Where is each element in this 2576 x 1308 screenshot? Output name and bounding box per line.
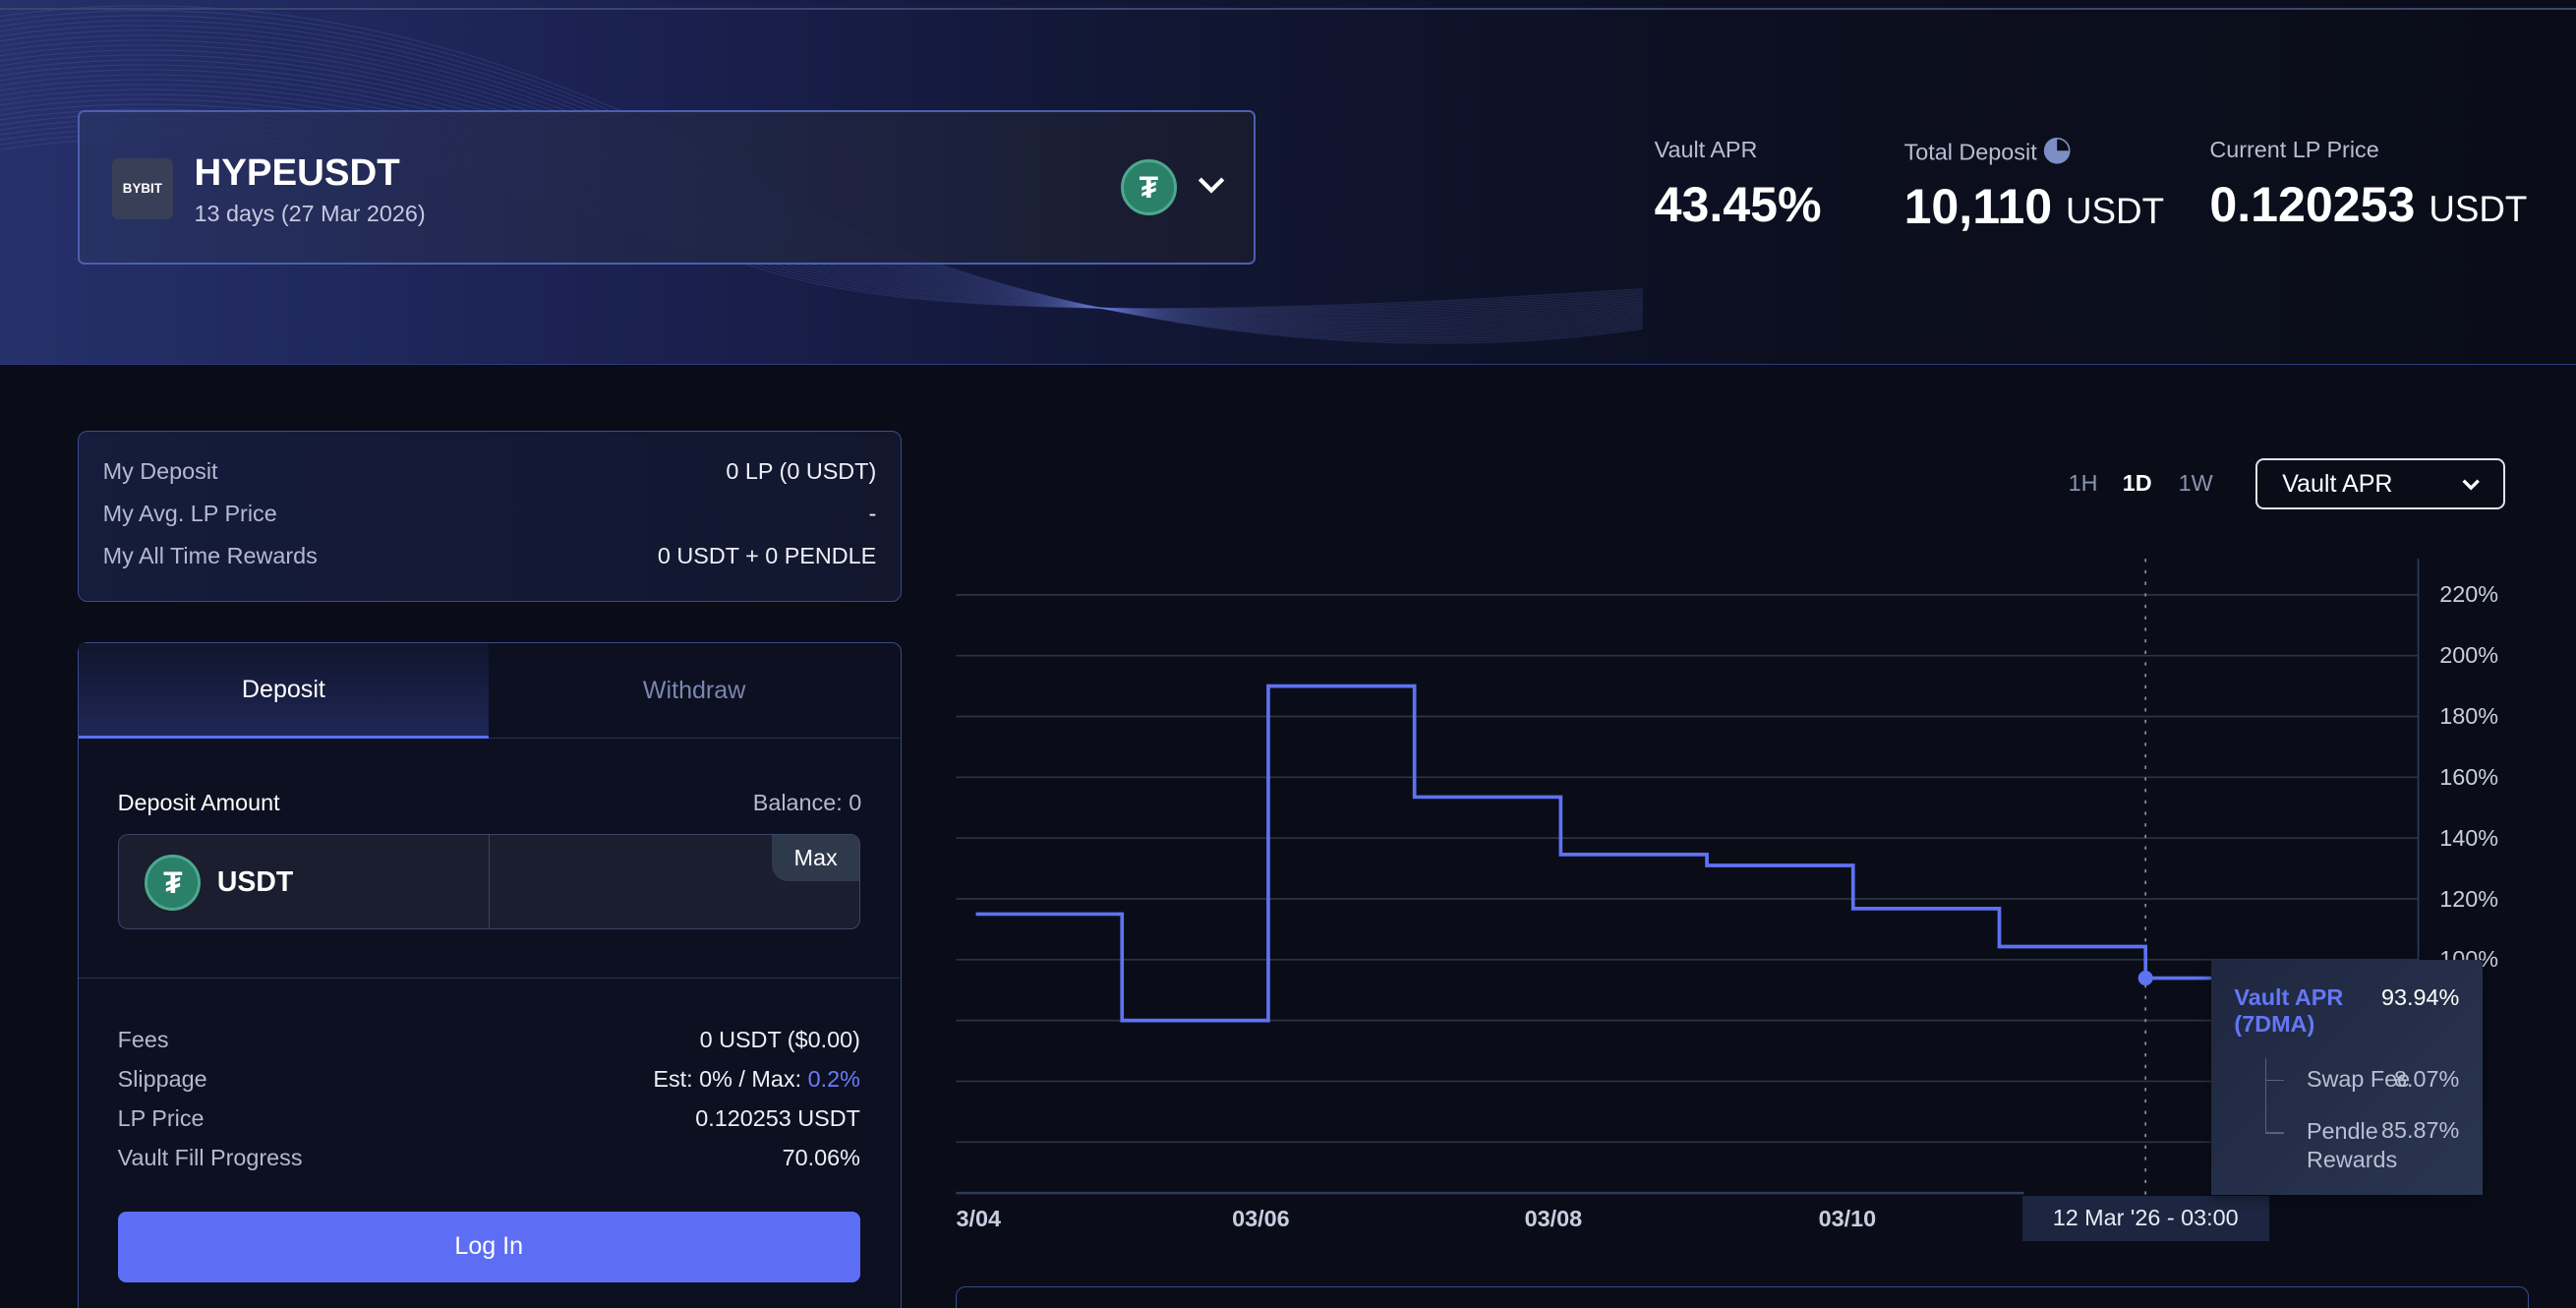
x-tick: 3/04 — [956, 1206, 1001, 1232]
tooltip-title: Vault APR (7DMA) — [2234, 983, 2344, 1037]
tab-deposit[interactable]: Deposit — [78, 643, 490, 740]
divider — [78, 977, 900, 980]
hover-point — [2137, 971, 2153, 986]
y-tick: 180% — [2439, 703, 2499, 730]
balance-label: Balance: 0 — [752, 790, 862, 816]
stat-vault-apr: Vault APR 43.45% — [1654, 136, 1822, 233]
slippage-max-link[interactable]: 0.2% — [807, 1065, 860, 1092]
tether-icon: ₮ — [145, 855, 202, 911]
y-tick: 220% — [2439, 581, 2499, 608]
pendle-rewards-value: 85.87% — [2381, 1117, 2460, 1144]
crosshair-date-label: 12 Mar '26 - 03:00 — [2021, 1196, 2269, 1241]
tree-connector — [2265, 1058, 2314, 1134]
chevron-down-icon[interactable] — [1197, 174, 1226, 197]
y-tick: 160% — [2439, 763, 2499, 790]
swap-fee-value: 8.07% — [2394, 1066, 2460, 1093]
metric-select[interactable]: Vault APR — [2255, 458, 2506, 509]
x-tick: 03/10 — [1818, 1206, 1877, 1232]
tab-withdraw[interactable]: Withdraw — [489, 643, 900, 740]
y-tick: 120% — [2439, 885, 2499, 912]
deposit-card: Deposit Withdraw Deposit Amount Balance:… — [77, 642, 903, 1308]
x-tick: 03/06 — [1232, 1206, 1290, 1232]
pair-maturity: 13 days (27 Mar 2026) — [194, 201, 426, 227]
apr-series-line — [975, 684, 2212, 1023]
token-selector[interactable]: ₮ USDT — [119, 835, 491, 929]
swap-fee-label: Swap Fee — [2306, 1066, 2411, 1093]
pair-selector[interactable]: BYBIT HYPEUSDT 13 days (27 Mar 2026) ₮ — [77, 109, 1256, 265]
fee-details: Fees 0 USDT ($0.00) Slippage Est: 0% / Max… — [117, 1026, 860, 1170]
tree-branch — [2265, 1132, 2284, 1134]
tether-icon: ₮ — [1120, 159, 1177, 216]
login-button[interactable]: Log In — [117, 1212, 860, 1283]
stat-lp-price: Current LP Price 0.120253 USDT — [2209, 136, 2528, 233]
timeframe-1d[interactable]: 1D — [2122, 469, 2152, 496]
pendle-rewards-label: Pendle Rewards — [2306, 1118, 2398, 1172]
max-button[interactable]: Max — [772, 835, 859, 881]
x-tick: 03/08 — [1524, 1206, 1583, 1232]
pair-name: HYPEUSDT — [194, 151, 400, 195]
bybit-logo: BYBIT — [111, 157, 173, 219]
amount-field: ₮ USDT Max — [117, 834, 860, 930]
deposit-amount-label: Deposit Amount — [117, 790, 280, 816]
stat-total-deposit: Total Deposit 10,110 USDT — [1904, 137, 2164, 236]
y-tick: 140% — [2439, 824, 2499, 851]
top-divider — [0, 8, 2576, 10]
tooltip-value: 93.94% — [2381, 983, 2460, 1010]
chevron-down-icon — [2462, 479, 2481, 491]
tree-branch — [2265, 1079, 2284, 1082]
my-position-card: My Deposit 0 LP (0 USDT) My Avg. LP Price… — [77, 430, 903, 602]
token-symbol: USDT — [216, 865, 294, 898]
pie-chart-icon — [2044, 137, 2071, 164]
bottom-card — [956, 1286, 2529, 1308]
timeframe-1w[interactable]: 1W — [2178, 469, 2213, 496]
y-tick: 200% — [2439, 642, 2499, 669]
timeframe-1h[interactable]: 1H — [2068, 469, 2098, 496]
chart-tooltip: Vault APR (7DMA) 93.94% Swap Fee 8.07% P… — [2211, 959, 2483, 1195]
